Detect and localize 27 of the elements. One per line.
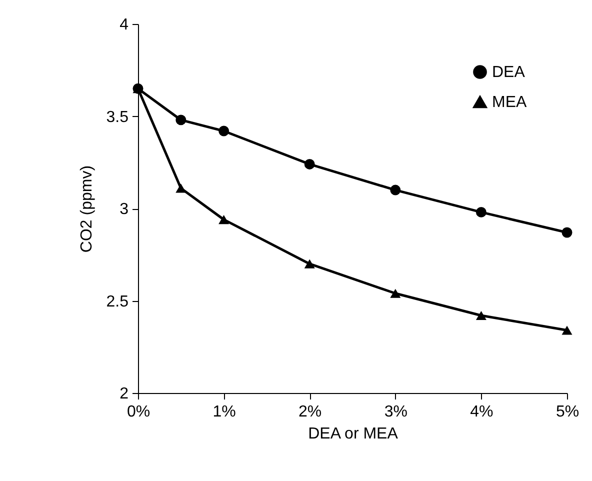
- y-tick-label: 2: [120, 386, 129, 402]
- point: [390, 184, 401, 196]
- point: [562, 326, 572, 335]
- point: [218, 215, 230, 224]
- point: [218, 126, 230, 136]
- y-tick-label: 3.5: [106, 108, 129, 126]
- legend-label: DEA: [492, 64, 526, 81]
- y-axis-title: CO2 (ppmv): [78, 165, 96, 253]
- x-tick-label: 0%: [126, 404, 150, 420]
- point: [304, 259, 315, 268]
- point: [390, 288, 401, 298]
- point: [476, 206, 486, 218]
- y-tick-label: 2.5: [106, 293, 129, 310]
- point: [562, 227, 572, 238]
- x-tick-label: 2%: [298, 404, 322, 420]
- point: [176, 114, 186, 126]
- legend-label: MEA: [492, 94, 527, 111]
- x-tick-label: 5%: [556, 404, 580, 420]
- x-tick-label: 3%: [384, 404, 408, 420]
- point: [304, 158, 315, 170]
- x-axis-title: DEA or MEA: [308, 426, 398, 442]
- y-tick-label: 3: [120, 201, 129, 218]
- point: [476, 310, 486, 320]
- y-tick-label: 4: [120, 16, 129, 34]
- point: [176, 184, 186, 193]
- x-tick-label: 4%: [470, 404, 494, 420]
- x-tick-label: 1%: [212, 404, 236, 420]
